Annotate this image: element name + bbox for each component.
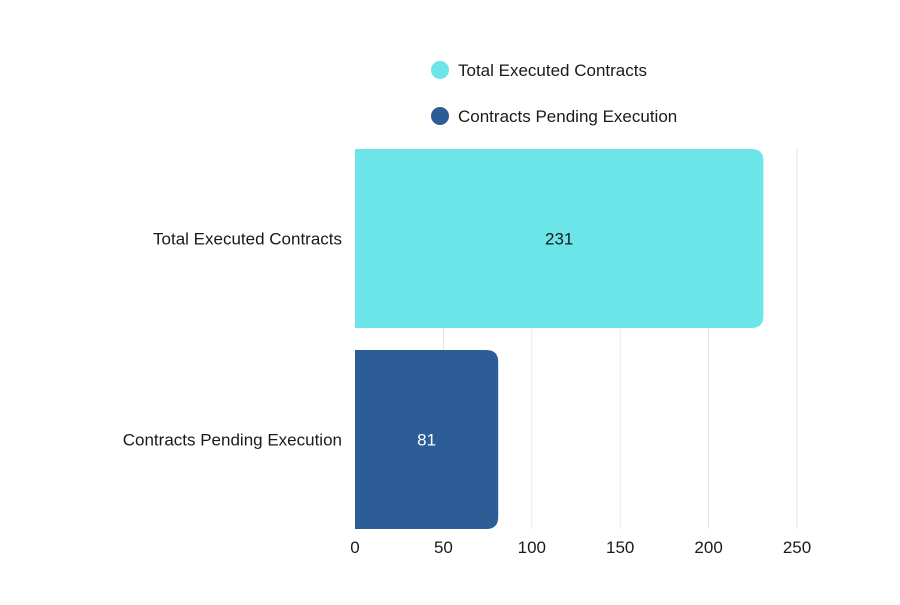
legend-swatch-icon[interactable] — [431, 107, 449, 125]
category-labels: Total Executed Contracts Contracts Pendin… — [123, 230, 342, 450]
x-tick-label: 200 — [694, 538, 722, 557]
x-tick-label: 250 — [783, 538, 811, 557]
legend-swatch-icon[interactable] — [431, 61, 449, 79]
bar[interactable] — [355, 350, 499, 529]
category-label: Total Executed Contracts — [153, 230, 342, 249]
x-axis-ticks: 0 50 100 150 200 250 — [350, 538, 811, 557]
legend-entry-label[interactable]: Total Executed Contracts — [458, 61, 647, 80]
bars: 231 81 — [355, 149, 764, 529]
legend[interactable]: Total Executed Contracts Contracts Pendin… — [431, 61, 677, 126]
data-label: 81 — [417, 431, 436, 450]
x-tick-label: 100 — [518, 538, 546, 557]
x-tick-label: 50 — [434, 538, 453, 557]
bar[interactable] — [355, 149, 764, 328]
x-tick-label: 0 — [350, 538, 359, 557]
x-tick-label: 150 — [606, 538, 634, 557]
data-label: 231 — [545, 230, 573, 249]
legend-entry-label[interactable]: Contracts Pending Execution — [458, 107, 677, 126]
category-label: Contracts Pending Execution — [123, 431, 342, 450]
